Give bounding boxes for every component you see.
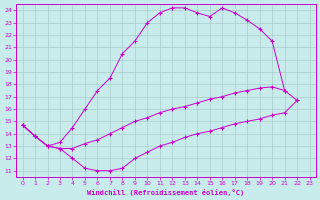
X-axis label: Windchill (Refroidissement éolien,°C): Windchill (Refroidissement éolien,°C) [87, 189, 245, 196]
